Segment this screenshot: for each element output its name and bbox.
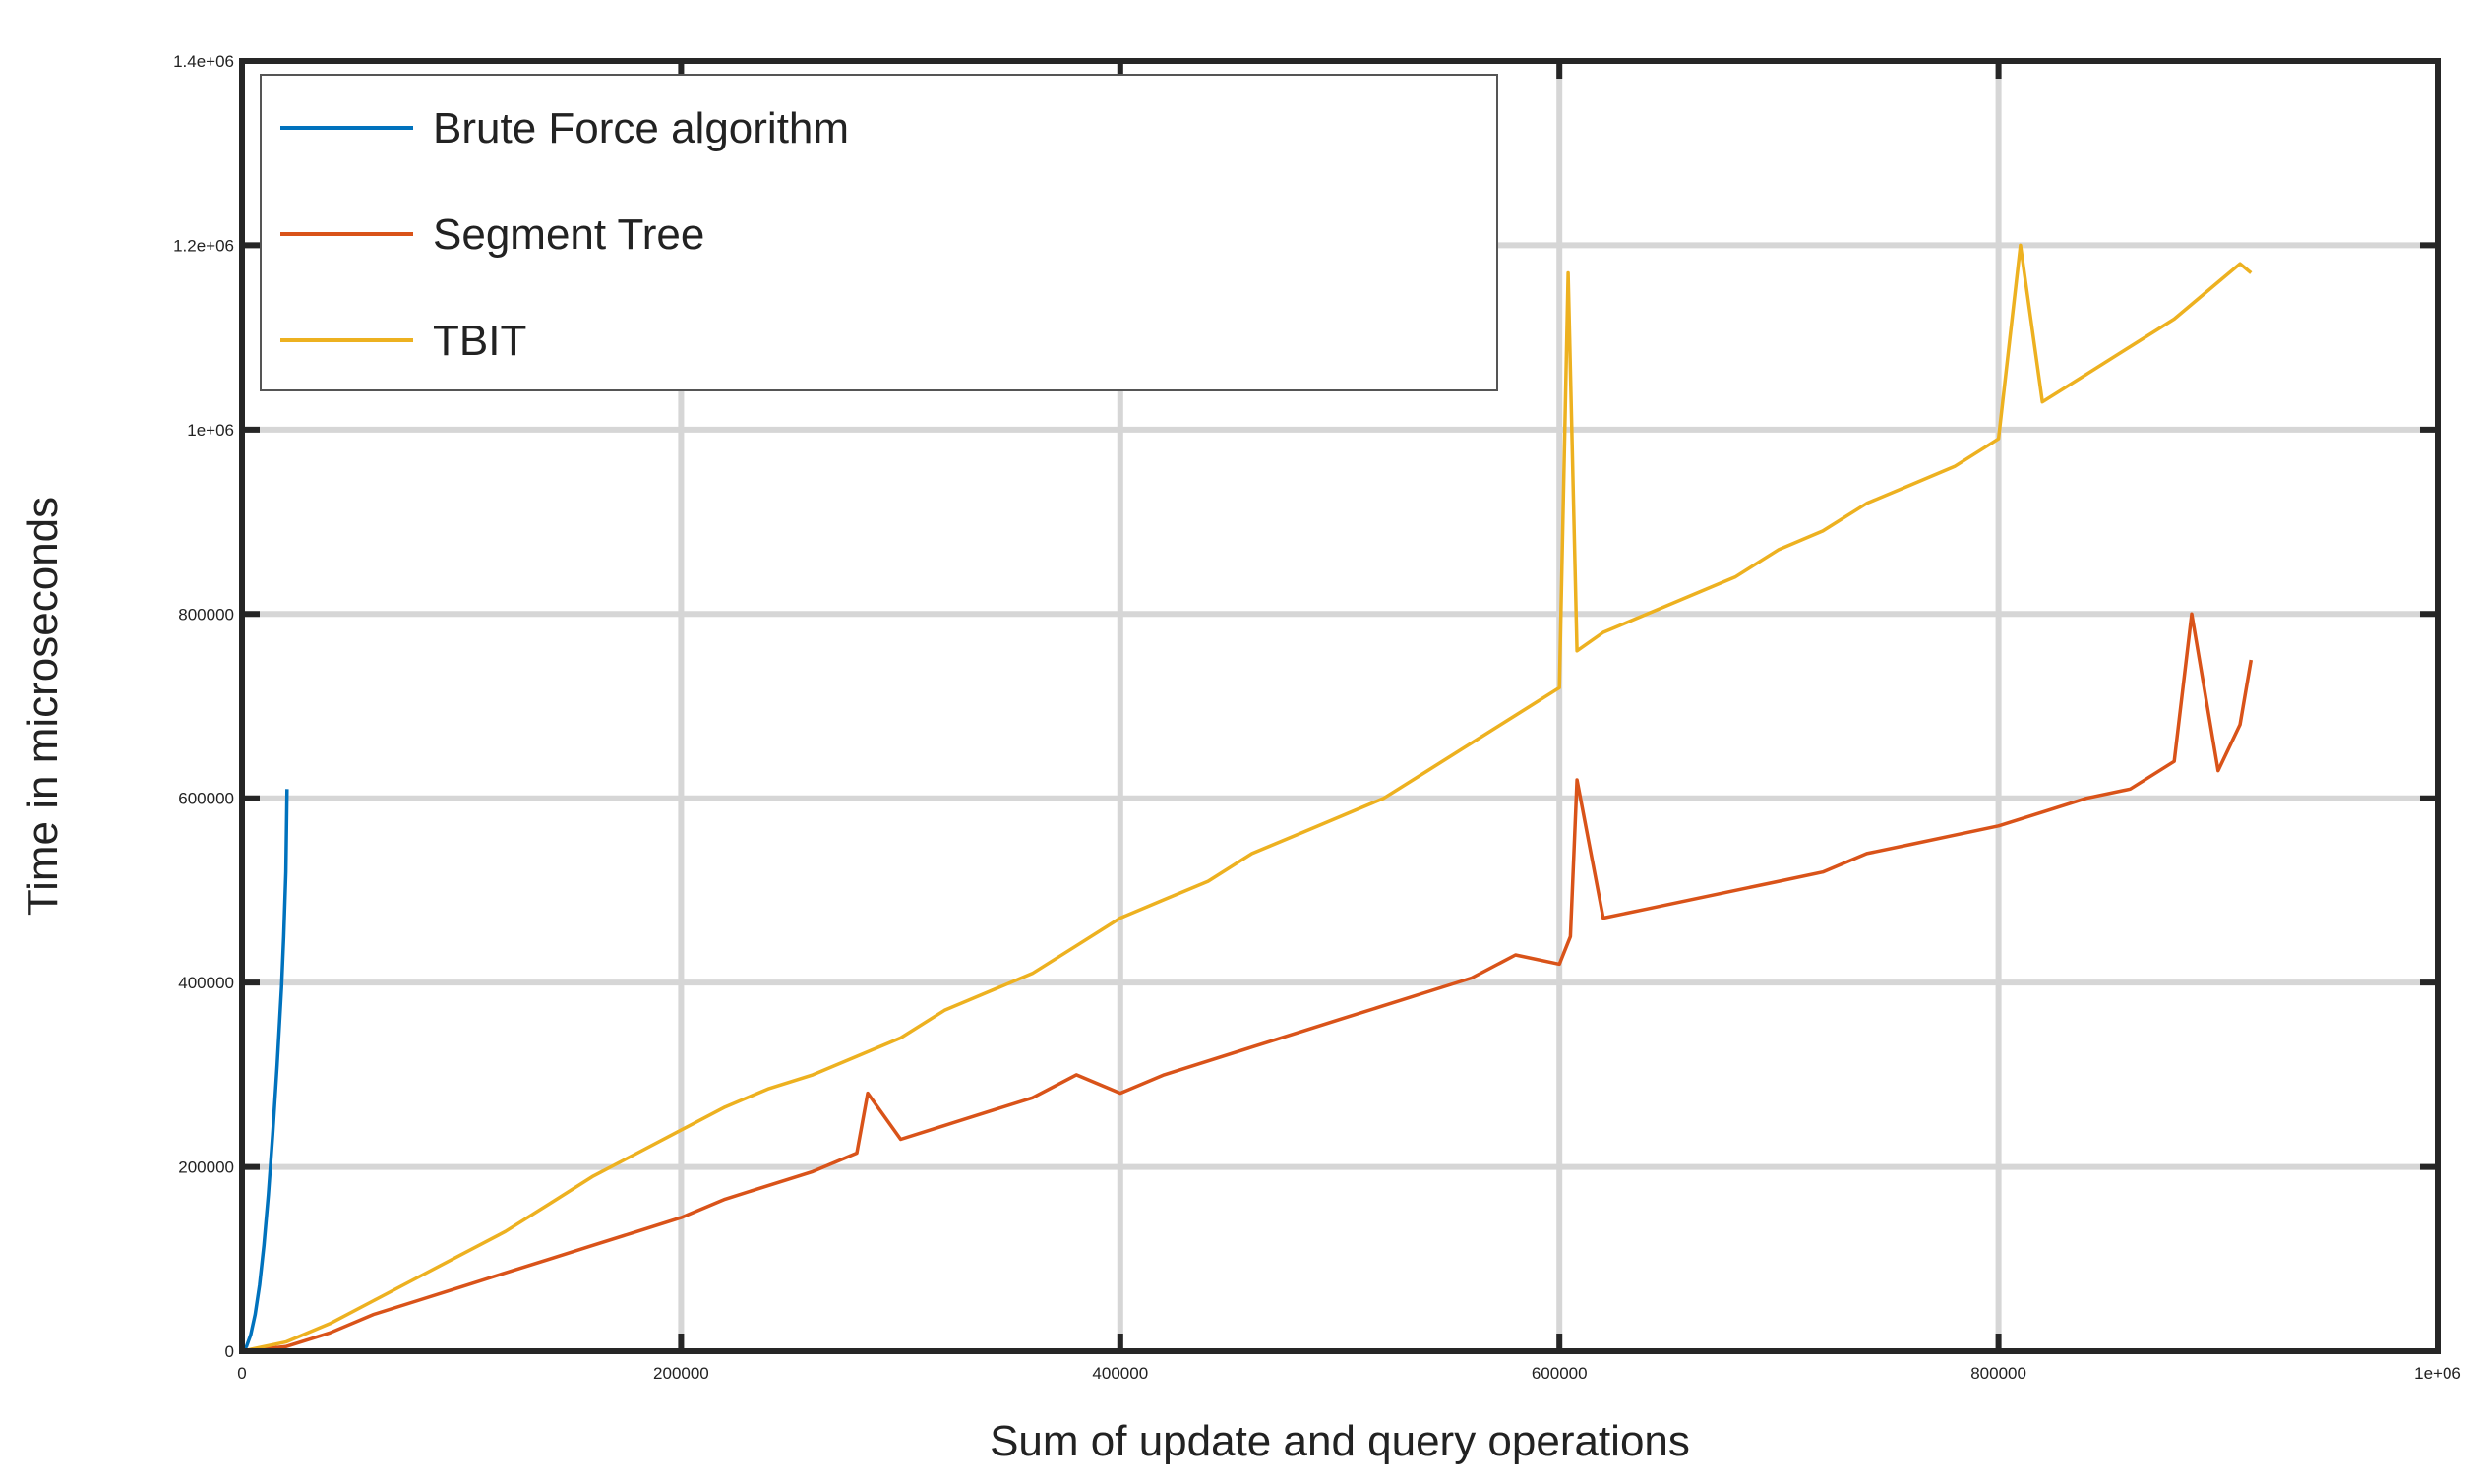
y-tick-label: 1.4e+06 [173,52,234,71]
x-tick-label: 600000 [1532,1364,1588,1383]
y-tick-label: 1e+06 [187,421,234,440]
x-tick-label: 0 [237,1364,246,1383]
y-tick-label: 1.2e+06 [173,236,234,255]
legend: Brute Force algorithm Segment Tree TBIT [260,74,1498,391]
x-tick-label: 800000 [1970,1364,2026,1383]
y-tick-label: 200000 [178,1158,234,1177]
series-line-tbit [241,243,2253,1353]
y-tick-label: 0 [225,1342,234,1361]
y-tick-label: 600000 [178,790,234,808]
y-axis-label: Time in microseconds [19,497,67,916]
axes-frame [239,58,2441,1354]
legend-label-brute-force: Brute Force algorithm [433,104,849,152]
series-layer [240,243,2254,1353]
series-line-segment-tree [241,612,2254,1353]
legend-box [260,74,1498,391]
tick-label-layer: 0 200000 400000 600000 800000 1e+06 0 200000 400… [173,52,2461,1383]
x-axis-label: Sum of update and query operations [990,1417,1690,1465]
x-tick-label: 200000 [653,1364,709,1383]
y-tick-label: 800000 [178,605,234,623]
legend-label-segment-tree: Segment Tree [433,210,704,259]
y-tick-label: 400000 [178,974,234,992]
legend-label-tbit: TBIT [433,317,526,365]
series-line-brute-force-algorithm [240,789,289,1353]
x-tick-label: 400000 [1092,1364,1148,1383]
x-tick-label: 1e+06 [2414,1364,2461,1383]
